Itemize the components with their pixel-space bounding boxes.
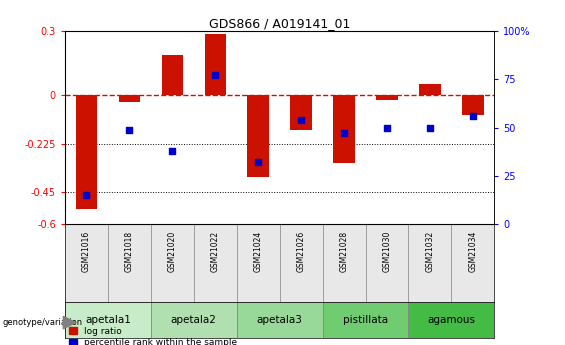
Bar xyxy=(290,96,312,130)
Bar xyxy=(237,302,323,338)
Text: GSM21022: GSM21022 xyxy=(211,230,220,272)
Text: pistillata: pistillata xyxy=(343,315,388,325)
Text: GSM21032: GSM21032 xyxy=(425,230,434,272)
Text: GSM21016: GSM21016 xyxy=(82,230,91,272)
Text: GSM21028: GSM21028 xyxy=(340,230,349,272)
Text: apetala3: apetala3 xyxy=(257,315,303,325)
Point xyxy=(168,148,177,154)
Bar xyxy=(119,96,140,102)
Bar xyxy=(323,302,408,338)
Text: GSM21024: GSM21024 xyxy=(254,230,263,272)
Point xyxy=(254,160,263,165)
Bar xyxy=(151,302,237,338)
Bar xyxy=(205,34,226,96)
Text: GSM21026: GSM21026 xyxy=(297,230,306,272)
Bar xyxy=(462,96,484,115)
Bar xyxy=(76,96,97,209)
Point xyxy=(82,193,91,198)
Text: GSM21030: GSM21030 xyxy=(383,230,392,272)
Point xyxy=(211,73,220,78)
Text: GSM21020: GSM21020 xyxy=(168,230,177,272)
Point xyxy=(340,131,349,136)
Polygon shape xyxy=(63,316,76,329)
Bar xyxy=(376,96,398,100)
Title: GDS866 / A019141_01: GDS866 / A019141_01 xyxy=(209,17,350,30)
Bar xyxy=(65,302,151,338)
Text: apetala1: apetala1 xyxy=(85,315,131,325)
Bar xyxy=(408,302,494,338)
Bar xyxy=(247,96,269,177)
Text: agamous: agamous xyxy=(428,315,475,325)
Point xyxy=(297,117,306,123)
Text: apetala2: apetala2 xyxy=(171,315,217,325)
Bar xyxy=(333,96,355,163)
Point xyxy=(383,125,392,130)
Point xyxy=(125,127,134,132)
Text: GSM21034: GSM21034 xyxy=(468,230,477,272)
Bar xyxy=(419,83,441,96)
Point xyxy=(425,125,434,130)
Bar xyxy=(162,55,183,96)
Point xyxy=(468,113,477,119)
Text: GSM21018: GSM21018 xyxy=(125,230,134,272)
Text: genotype/variation: genotype/variation xyxy=(3,318,83,327)
Legend: log ratio, percentile rank within the sample: log ratio, percentile rank within the sa… xyxy=(69,327,237,345)
